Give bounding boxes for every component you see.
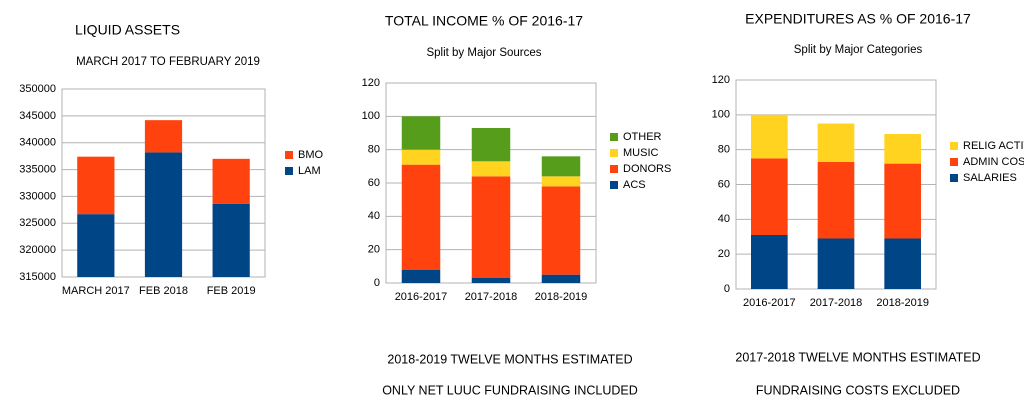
y-tick-label: 60 (718, 178, 730, 190)
bar-segment (212, 203, 250, 277)
y-tick-label: 40 (368, 210, 380, 222)
y-tick-label: 315000 (19, 271, 56, 283)
chart-note: ONLY NET LUUC FUNDRAISING INCLUDED (382, 383, 638, 397)
chart-note: FUNDRAISING COSTS EXCLUDED (756, 383, 960, 397)
x-tick-label: 2018-2019 (876, 297, 929, 309)
y-tick-label: 80 (368, 144, 380, 156)
y-tick-label: 100 (362, 110, 380, 122)
bar-segment (541, 156, 581, 177)
y-tick-label: 320000 (19, 244, 56, 256)
y-tick-label: 330000 (19, 190, 56, 202)
bar-segment (77, 156, 115, 215)
y-tick-label: 0 (724, 283, 730, 295)
chart-note: 2017-2018 TWELVE MONTHS ESTIMATED (735, 350, 980, 364)
x-tick-label: 2016-2017 (395, 291, 448, 303)
bar-segment (884, 133, 921, 164)
bar-segment (817, 161, 855, 239)
bar-segment (541, 274, 581, 283)
legend-label: LAM (298, 165, 321, 177)
y-tick-label: 80 (718, 144, 730, 156)
bar-segment (401, 164, 441, 270)
legend-swatch (950, 158, 958, 166)
bar-segment (751, 158, 788, 236)
legend-label: DONORS (623, 163, 671, 175)
bar-segment (541, 186, 581, 275)
bar-segment (471, 278, 511, 283)
x-tick-label: 2016-2017 (743, 297, 796, 309)
legend-label: ACS (623, 179, 646, 191)
bar-segment (884, 238, 921, 289)
y-tick-label: 345000 (19, 110, 56, 122)
bar-segment (751, 235, 788, 289)
y-tick-label: 20 (718, 248, 730, 260)
legend-label: ADMIN COST (963, 156, 1024, 168)
bar-segment (401, 149, 441, 165)
legend-swatch (285, 151, 293, 159)
y-tick-label: 20 (368, 244, 380, 256)
bar-segment (471, 161, 511, 177)
y-tick-label: 40 (718, 213, 730, 225)
y-tick-label: 120 (712, 74, 730, 86)
x-tick-label: 2017-2018 (810, 297, 863, 309)
y-tick-label: 340000 (19, 137, 56, 149)
bar-segment (144, 152, 183, 277)
bar-segment (817, 123, 855, 162)
legend-swatch (285, 167, 293, 175)
chart-subtitle: Split by Major Categories (794, 44, 923, 56)
legend-swatch (950, 142, 958, 150)
bar-segment (144, 120, 183, 153)
legend-label: OTHER (623, 131, 662, 143)
y-tick-label: 100 (712, 109, 730, 121)
y-tick-label: 0 (374, 277, 380, 289)
y-tick-label: 120 (362, 77, 380, 89)
bar-segment (817, 238, 855, 289)
bar-segment (471, 128, 511, 162)
x-tick-label: MARCH 2017 (62, 285, 130, 297)
bar-segment (401, 269, 441, 283)
y-tick-label: 325000 (19, 217, 56, 229)
y-tick-label: 60 (368, 177, 380, 189)
x-tick-label: FEB 2019 (207, 285, 256, 297)
legend-label: BMO (298, 149, 324, 161)
legend-swatch (610, 165, 618, 173)
legend-label: SALARIES (963, 172, 1017, 184)
x-tick-label: FEB 2018 (139, 285, 188, 297)
bar-segment (77, 214, 115, 277)
chart-title: EXPENDITURES AS % OF 2016-17 (745, 11, 971, 27)
chart-subtitle: MARCH 2017 TO FEBRUARY 2019 (76, 56, 260, 68)
chart-note: 2018-2019 TWELVE MONTHS ESTIMATED (387, 352, 632, 366)
bar-segment (751, 114, 788, 159)
x-tick-label: 2017-2018 (465, 291, 518, 303)
y-tick-label: 350000 (19, 83, 56, 95)
chart-title: TOTAL INCOME % OF 2016-17 (385, 13, 583, 29)
chart-title: LIQUID ASSETS (75, 22, 180, 38)
legend-swatch (610, 181, 618, 189)
x-tick-label: 2018-2019 (535, 291, 588, 303)
bar-segment (401, 116, 441, 150)
legend-swatch (950, 174, 958, 182)
legend-swatch (610, 133, 618, 141)
bar-segment (884, 163, 921, 239)
legend-label: RELIG ACTIV (963, 140, 1024, 152)
chart-subtitle: Split by Major Sources (426, 47, 541, 59)
legend-label: MUSIC (623, 147, 659, 159)
bar-segment (541, 176, 581, 187)
legend-swatch (610, 149, 618, 157)
bar-segment (212, 158, 250, 204)
y-tick-label: 335000 (19, 163, 56, 175)
bar-segment (471, 176, 511, 278)
